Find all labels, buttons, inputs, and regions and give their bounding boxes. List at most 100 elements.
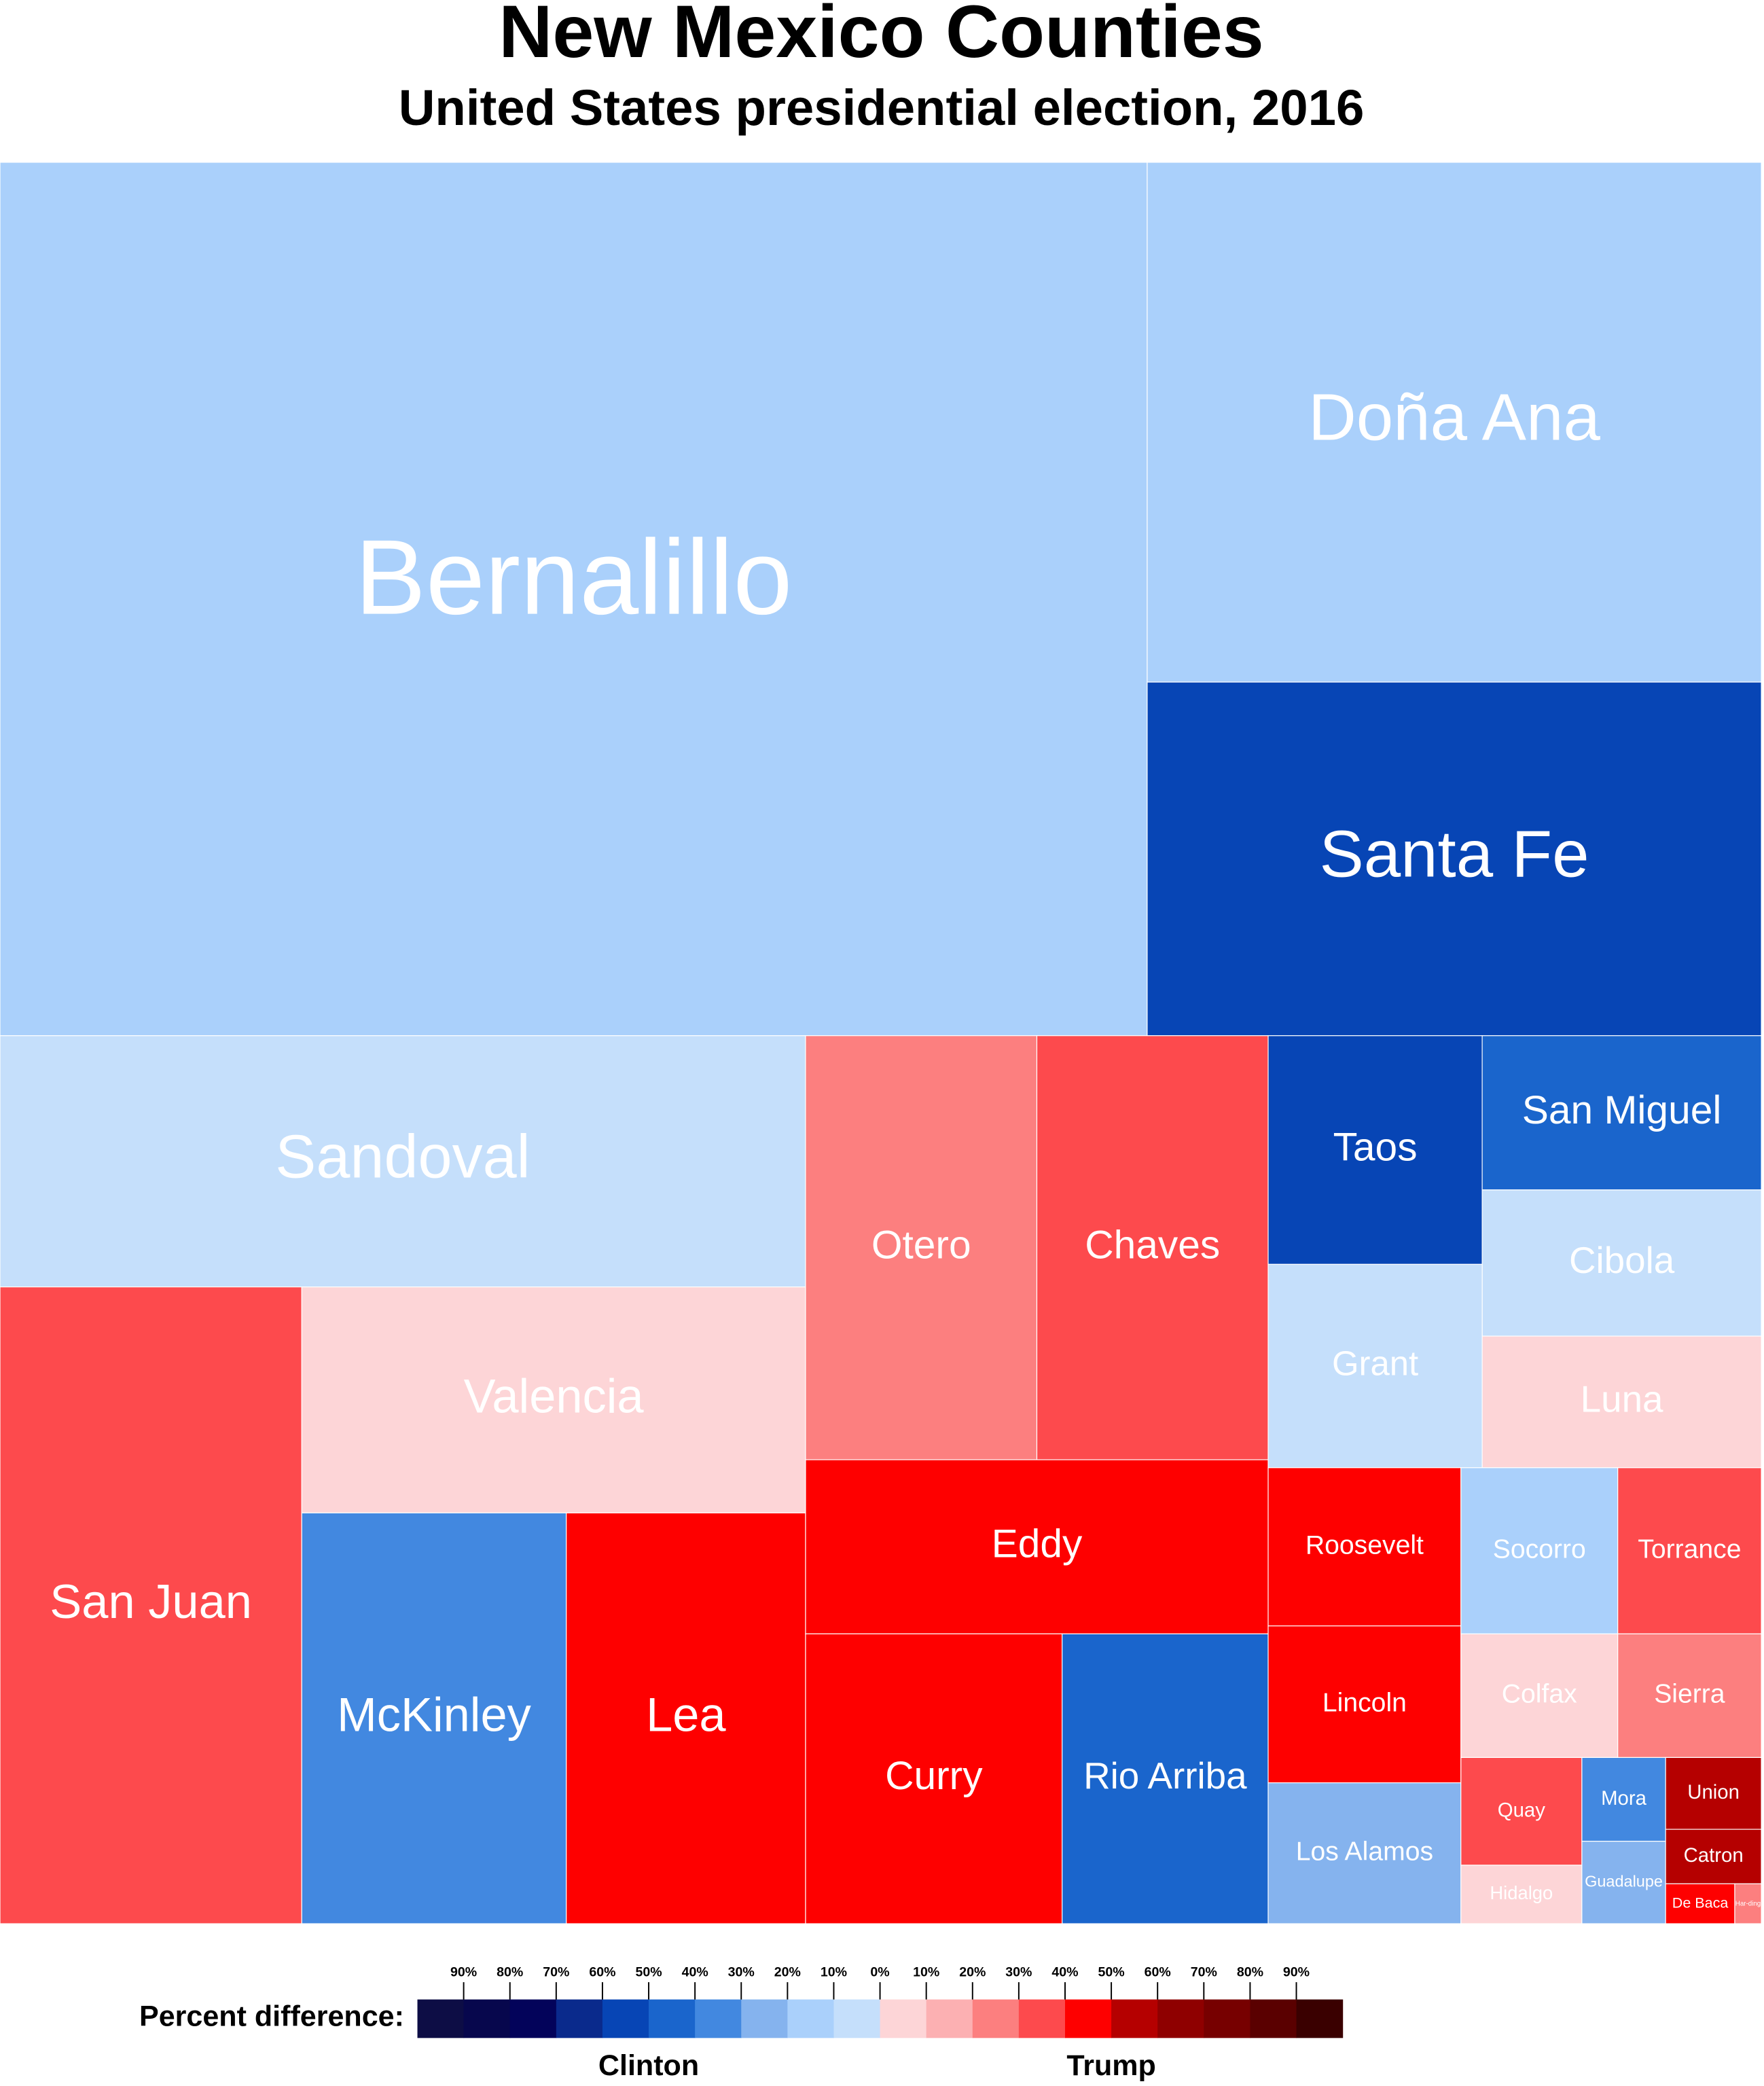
county-tile [1665,1883,1735,1924]
county-label: Valencia [464,1369,645,1423]
county-tile [1267,1782,1462,1924]
county-label: Roosevelt [1306,1531,1424,1560]
legend-tick-label: 60% [1145,1965,1171,1980]
legend-tick-label: 90% [1283,1965,1310,1980]
county-label: San Miguel [1522,1088,1722,1132]
legend-tick-label: 30% [728,1965,755,1980]
legend-swatch [880,1999,927,2038]
county-label: Hidalgo [1490,1882,1553,1903]
county-tile [1481,1335,1762,1469]
county-label: McKinley [337,1687,532,1741]
legend-swatch [1204,1999,1250,2038]
county-tile [301,1287,806,1513]
county-label: Chaves [1085,1223,1220,1267]
county-tile [0,1035,806,1288]
county-tile [1267,1263,1483,1469]
county-label: Quay [1498,1799,1545,1821]
legend-tick-label: 20% [774,1965,801,1980]
county-tile [1665,1757,1762,1830]
county-tile [1036,1035,1269,1460]
legend-swatch [1018,1999,1066,2038]
county-tile [1267,1467,1462,1627]
county-tile [1734,1883,1762,1924]
county-tile [1481,1035,1762,1191]
county-label: Los Alamos [1296,1837,1433,1867]
legend-tick-label: 50% [1098,1965,1125,1980]
county-tile [1147,162,1762,683]
legend-tick-label: 10% [821,1965,847,1980]
county-tile [1617,1633,1762,1758]
legend-swatch [787,1999,835,2038]
legend-swatch [1296,1999,1344,2038]
county-tile [0,1287,302,1924]
legend-left-label: Clinton [598,2049,699,2082]
county-tile [1062,1633,1269,1924]
county-label: Grant [1332,1344,1418,1382]
county-label: Curry [885,1754,983,1798]
county-label: Sandoval [275,1123,530,1191]
county-label: Eddy [992,1522,1083,1566]
county-tile [1460,1467,1619,1634]
legend-swatch [972,1999,1020,2038]
legend-tick-label: 10% [913,1965,939,1980]
legend-swatch [602,1999,649,2038]
legend-tick-label: 30% [1005,1965,1032,1980]
legend-swatch [1250,1999,1297,2038]
county-label: Socorro [1493,1534,1586,1564]
legend-swatch [649,1999,696,2038]
legend-tick-label: 40% [682,1965,708,1980]
county-tile [805,1633,1063,1924]
county-label: De Baca [1672,1894,1729,1911]
county-label: Lincoln [1322,1688,1407,1717]
legend-tick-label: 0% [870,1965,889,1980]
chart-title: New Mexico Counties [499,0,1263,73]
legend-swatch [695,1999,742,2038]
legend-swatch [417,1999,465,2038]
county-label: Lea [646,1687,726,1741]
legend-swatch [463,1999,511,2038]
county-label: Rio Arriba [1083,1755,1247,1797]
legend-tick-label: 70% [1191,1965,1217,1980]
county-tile [0,162,1148,1037]
county-tile [566,1512,806,1924]
county-label: Cibola [1569,1239,1675,1281]
county-tile [1481,1189,1762,1337]
legend-swatch [1064,1999,1112,2038]
legend-swatch [926,1999,973,2038]
county-tile [1460,1865,1583,1924]
county-label: Mora [1601,1787,1647,1810]
county-label: Torrance [1638,1534,1741,1564]
county-tile [1617,1467,1762,1634]
legend-tick-label: 20% [959,1965,986,1980]
county-tile [1460,1757,1583,1866]
county-label: Union [1687,1781,1740,1803]
county-label: San Juan [50,1575,252,1628]
legend-tick-label: 90% [450,1965,477,1980]
county-tile [301,1512,567,1924]
county-label: Santa Fe [1319,816,1589,891]
legend-tick-label: 50% [635,1965,662,1980]
county-tile [1665,1829,1762,1884]
county-label: Colfax [1502,1680,1577,1709]
legend-tick-label: 70% [543,1965,569,1980]
county-label: Catron [1684,1844,1744,1867]
county-label: Luna [1581,1378,1663,1420]
county-tile [805,1459,1269,1634]
legend-swatch [741,1999,788,2038]
legend-right-label: Trump [1066,2049,1156,2082]
county-label: Doña Ana [1308,379,1600,454]
county-label: Bernalillo [355,518,793,637]
legend-swatch [1157,1999,1204,2038]
chart-subtitle: United States presidential election, 201… [399,79,1365,136]
county-label: Har-ding [1735,1900,1761,1907]
legend-swatch [833,1999,881,2038]
county-label: Guadalupe [1585,1873,1663,1890]
legend-tick-label: 40% [1051,1965,1078,1980]
legend-label: Percent difference: [139,2000,404,2032]
county-tile [1267,1625,1462,1784]
legend-swatch [509,1999,557,2038]
legend-swatch [1111,1999,1158,2038]
legend-tick-label: 80% [497,1965,523,1980]
county-tile [1581,1841,1666,1924]
